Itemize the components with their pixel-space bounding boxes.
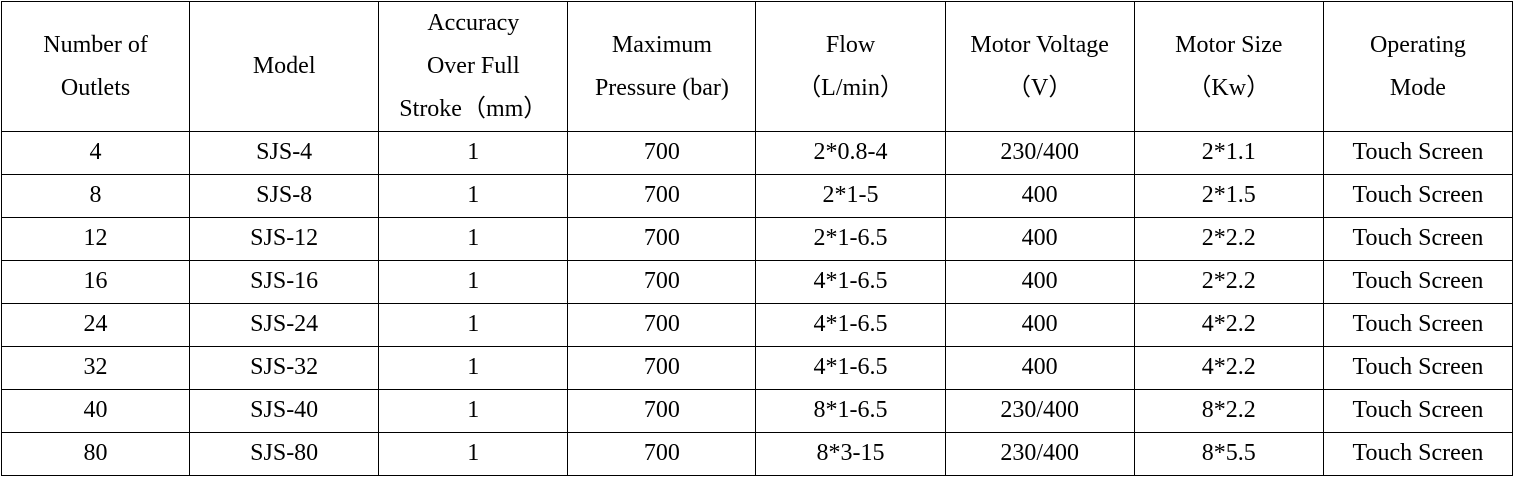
cell-model: SJS-16 — [189, 260, 380, 304]
specification-table: Number of Outlets Model Accuracy Over Fu… — [0, 1, 1514, 476]
cell-accuracy: 1 — [378, 131, 569, 175]
cell-model: SJS-24 — [189, 303, 380, 347]
cell-pressure: 700 — [567, 131, 757, 175]
cell-model: SJS-8 — [189, 174, 380, 218]
cell-flow: 4*1-6.5 — [755, 303, 946, 347]
cell-operating-mode: Touch Screen — [1322, 131, 1514, 175]
cell-voltage: 400 — [944, 217, 1135, 261]
table-row: 4 SJS-4 1 700 2*0.8-4 230/400 2*1.1 Touc… — [0, 131, 1514, 175]
cell-operating-mode: Touch Screen — [1322, 303, 1514, 347]
header-flow: Flow （L/min） — [755, 1, 946, 132]
header-motor-size: Motor Size （Kw） — [1133, 1, 1324, 132]
cell-pressure: 700 — [567, 303, 757, 347]
header-motor-voltage: Motor Voltage （V） — [944, 1, 1135, 132]
header-operating-mode: Operating Mode — [1322, 1, 1514, 132]
cell-model: SJS-12 — [189, 217, 380, 261]
cell-voltage: 400 — [944, 174, 1135, 218]
cell-flow: 8*3-15 — [755, 432, 946, 476]
cell-accuracy: 1 — [378, 260, 569, 304]
header-number-of-outlets: Number of Outlets — [0, 1, 191, 132]
cell-pressure: 700 — [567, 217, 757, 261]
cell-operating-mode: Touch Screen — [1322, 389, 1514, 433]
cell-outlets: 40 — [0, 389, 191, 433]
table-row: 16 SJS-16 1 700 4*1-6.5 400 2*2.2 Touch … — [0, 260, 1514, 304]
cell-outlets: 16 — [0, 260, 191, 304]
header-accuracy: Accuracy Over Full Stroke（mm） — [378, 1, 569, 132]
cell-accuracy: 1 — [378, 346, 569, 390]
cell-flow: 4*1-6.5 — [755, 346, 946, 390]
table-row: 8 SJS-8 1 700 2*1-5 400 2*1.5 Touch Scre… — [0, 174, 1514, 218]
cell-model: SJS-32 — [189, 346, 380, 390]
cell-motor-size: 2*2.2 — [1133, 217, 1324, 261]
cell-operating-mode: Touch Screen — [1322, 217, 1514, 261]
cell-outlets: 8 — [0, 174, 191, 218]
table-row: 40 SJS-40 1 700 8*1-6.5 230/400 8*2.2 To… — [0, 389, 1514, 433]
cell-outlets: 4 — [0, 131, 191, 175]
cell-pressure: 700 — [567, 174, 757, 218]
table-row: 80 SJS-80 1 700 8*3-15 230/400 8*5.5 Tou… — [0, 432, 1514, 476]
cell-flow: 2*1-6.5 — [755, 217, 946, 261]
cell-motor-size: 2*2.2 — [1133, 260, 1324, 304]
cell-motor-size: 2*1.1 — [1133, 131, 1324, 175]
header-maximum-pressure: Maximum Pressure (bar) — [567, 1, 757, 132]
cell-accuracy: 1 — [378, 389, 569, 433]
cell-motor-size: 2*1.5 — [1133, 174, 1324, 218]
cell-outlets: 24 — [0, 303, 191, 347]
cell-accuracy: 1 — [378, 303, 569, 347]
cell-motor-size: 4*2.2 — [1133, 346, 1324, 390]
cell-pressure: 700 — [567, 432, 757, 476]
cell-model: SJS-4 — [189, 131, 380, 175]
cell-operating-mode: Touch Screen — [1322, 432, 1514, 476]
cell-voltage: 400 — [944, 260, 1135, 304]
cell-operating-mode: Touch Screen — [1322, 174, 1514, 218]
cell-voltage: 230/400 — [944, 432, 1135, 476]
table-row: 24 SJS-24 1 700 4*1-6.5 400 4*2.2 Touch … — [0, 303, 1514, 347]
cell-pressure: 700 — [567, 260, 757, 304]
cell-motor-size: 8*5.5 — [1133, 432, 1324, 476]
cell-accuracy: 1 — [378, 432, 569, 476]
header-row: Number of Outlets Model Accuracy Over Fu… — [0, 1, 1514, 132]
cell-flow: 2*0.8-4 — [755, 131, 946, 175]
cell-outlets: 12 — [0, 217, 191, 261]
cell-pressure: 700 — [567, 346, 757, 390]
cell-model: SJS-40 — [189, 389, 380, 433]
cell-accuracy: 1 — [378, 217, 569, 261]
cell-voltage: 230/400 — [944, 131, 1135, 175]
cell-voltage: 230/400 — [944, 389, 1135, 433]
cell-voltage: 400 — [944, 303, 1135, 347]
cell-motor-size: 4*2.2 — [1133, 303, 1324, 347]
table-row: 32 SJS-32 1 700 4*1-6.5 400 4*2.2 Touch … — [0, 346, 1514, 390]
cell-pressure: 700 — [567, 389, 757, 433]
header-model: Model — [189, 1, 380, 132]
cell-model: SJS-80 — [189, 432, 380, 476]
cell-flow: 2*1-5 — [755, 174, 946, 218]
cell-outlets: 32 — [0, 346, 191, 390]
cell-flow: 4*1-6.5 — [755, 260, 946, 304]
cell-flow: 8*1-6.5 — [755, 389, 946, 433]
cell-outlets: 80 — [0, 432, 191, 476]
cell-operating-mode: Touch Screen — [1322, 260, 1514, 304]
cell-accuracy: 1 — [378, 174, 569, 218]
cell-voltage: 400 — [944, 346, 1135, 390]
cell-motor-size: 8*2.2 — [1133, 389, 1324, 433]
table-row: 12 SJS-12 1 700 2*1-6.5 400 2*2.2 Touch … — [0, 217, 1514, 261]
cell-operating-mode: Touch Screen — [1322, 346, 1514, 390]
